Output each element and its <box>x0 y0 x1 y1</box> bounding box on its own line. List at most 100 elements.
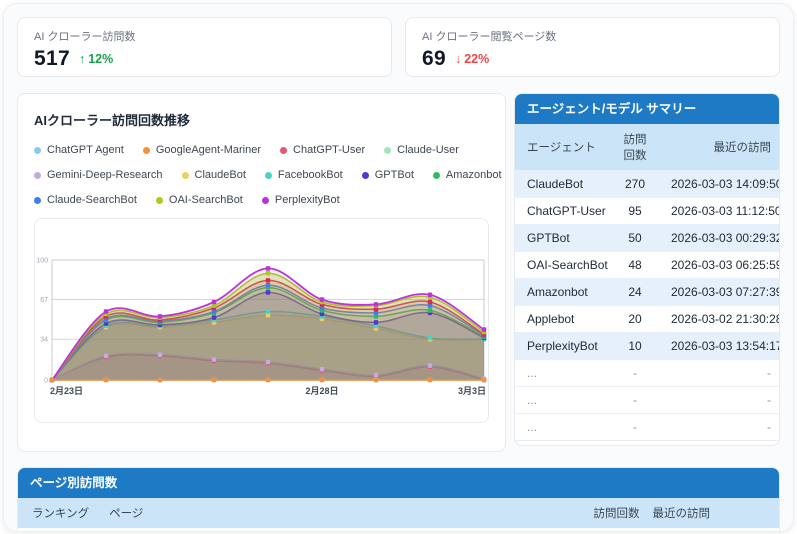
table-row: Amazonbot 24 2026-03-03 07:27:39 <box>515 278 779 306</box>
chart-title: AIクローラー訪問回数推移 <box>34 113 191 128</box>
agent-table-footer: 7 モデル 前へ 1/1 次へ <box>515 440 779 445</box>
col-header-last-visit: 最近の訪問 <box>652 508 711 520</box>
pagination: 前へ 1/1 次へ <box>647 444 767 445</box>
legend-label: PerplexityBot <box>274 194 340 206</box>
visit-count: - <box>611 359 659 387</box>
pages-table-columns: ランキング ページ 訪問回数 最近の訪問 <box>18 498 779 528</box>
legend-item[interactable]: ChatGPT Agent <box>34 144 124 156</box>
legend-label: ChatGPT-User <box>293 144 366 156</box>
col-header-last-visit: 最近の訪問 <box>659 124 779 171</box>
agent-name: ... <box>515 359 611 387</box>
visit-count: 270 <box>611 170 659 198</box>
last-visit: 2026-03-03 13:54:17 <box>659 332 779 360</box>
main-row: AIクローラー訪問回数推移 ChatGPT Agent GoogleAgent-M… <box>17 93 780 452</box>
pages-visits-header: ページ別訪問数 <box>18 468 779 498</box>
legend-item[interactable]: GPTBot <box>361 169 414 181</box>
legend-label: Amazonbot <box>445 169 502 181</box>
legend-item[interactable]: Gemini-Deep-Research <box>34 169 163 181</box>
legend-dot-icon <box>264 171 272 179</box>
visit-count: 48 <box>611 251 659 279</box>
svg-text:0: 0 <box>44 378 48 385</box>
stat-delta-value: 22% <box>464 52 490 66</box>
legend-item[interactable]: Claude-SearchBot <box>34 194 137 206</box>
legend-label: Claude-User <box>397 144 459 156</box>
pages-table-row <box>18 528 779 531</box>
table-row: GPTBot 50 2026-03-03 00:29:32 <box>515 224 779 252</box>
table-row: Applebot 20 2026-03-02 21:30:28 <box>515 305 779 333</box>
last-visit: - <box>659 359 779 387</box>
col-header-ranking: ランキング <box>32 508 90 520</box>
col-header-page: ページ <box>109 508 144 520</box>
stat-label: AI クローラー訪問数 <box>34 31 136 43</box>
visit-count: 10 <box>611 332 659 360</box>
legend-dot-icon <box>34 146 41 154</box>
legend-label: GoogleAgent-Mariner <box>155 144 262 156</box>
table-row: ChatGPT-User 95 2026-03-03 11:12:50 <box>515 197 779 225</box>
legend-label: ChatGPT Agent <box>47 144 124 156</box>
legend-dot-icon <box>432 171 440 179</box>
legend-item[interactable]: Claude-User <box>384 144 459 156</box>
legend-item[interactable]: PerplexityBot <box>261 194 340 206</box>
agent-name: Amazonbot <box>515 278 611 306</box>
visit-count: 20 <box>611 305 659 333</box>
stat-card-crawler-visits: AI クローラー訪問数 517 ↑ 12% <box>17 17 392 77</box>
agent-summary-header: エージェント/モデル サマリー <box>515 94 779 124</box>
legend-dot-icon <box>142 146 150 154</box>
arrow-up-icon: ↑ <box>78 52 86 66</box>
legend-label: Gemini-Deep-Research <box>47 169 163 181</box>
col-header-visits: 訪問回数 <box>593 508 640 520</box>
table-row: ... - - <box>515 359 779 387</box>
agent-name: PerplexityBot <box>515 332 611 360</box>
svg-text:34: 34 <box>40 337 48 344</box>
legend-item[interactable]: ClaudeBot <box>181 169 246 181</box>
table-row: ... - - <box>515 386 779 414</box>
next-page-button[interactable]: 次へ <box>723 444 767 445</box>
agent-name: OAI-SearchBot <box>515 251 611 279</box>
last-visit: - <box>659 386 779 414</box>
stats-row: AI クローラー訪問数 517 ↑ 12% AI クローラー閲覧ページ数 69 ↓… <box>17 17 780 77</box>
chart-legend: ChatGPT Agent GoogleAgent-Mariner ChatGPT-… <box>34 144 577 206</box>
table-row: PerplexityBot 10 2026-03-03 13:54:17 <box>515 332 779 360</box>
legend-dot-icon <box>280 146 288 154</box>
legend-item[interactable]: GoogleAgent-Mariner <box>142 144 262 156</box>
last-visit: 2026-03-03 00:29:32 <box>659 224 779 252</box>
legend-item[interactable]: ChatGPT-User <box>280 144 365 156</box>
visit-count: - <box>611 386 659 414</box>
last-visit: 2026-03-02 21:30:28 <box>659 305 779 333</box>
svg-text:2月28日: 2月28日 <box>305 386 338 396</box>
legend-label: OAI-SearchBot <box>168 194 243 206</box>
last-visit: 2026-03-03 07:27:39 <box>659 278 779 306</box>
visit-count: 95 <box>611 197 659 225</box>
legend-label: GPTBot <box>374 169 414 181</box>
col-header-visits: 訪問回数 <box>611 124 659 171</box>
table-row: OAI-SearchBot 48 2026-03-03 06:25:59 <box>515 251 779 279</box>
table-row: ... - - <box>515 413 779 440</box>
legend-dot-icon <box>384 146 392 154</box>
legend-dot-icon <box>261 196 269 204</box>
legend-item[interactable]: FacebookBot <box>264 169 343 181</box>
svg-text:2月23日: 2月23日 <box>50 386 83 396</box>
legend-item[interactable]: OAI-SearchBot <box>155 194 243 206</box>
stat-delta: ↑ 12% <box>79 52 113 66</box>
prev-page-button[interactable]: 前へ <box>647 444 691 445</box>
agent-table: エージェント 訪問回数 最近の訪問 ClaudeBot 270 2026-03-03… <box>515 124 779 440</box>
stat-label: AI クローラー閲覧ページ数 <box>422 31 557 43</box>
agent-name: ... <box>515 386 611 414</box>
svg-text:100: 100 <box>36 258 48 265</box>
visits-trend-chart: 0 34 67 100 2月23日 2月28日 3月3日 <box>36 258 487 396</box>
legend-dot-icon <box>155 196 163 204</box>
visit-count: - <box>611 413 659 440</box>
agent-name: ClaudeBot <box>515 170 611 198</box>
agent-name: GPTBot <box>515 224 611 252</box>
agent-name: Applebot <box>515 305 611 333</box>
legend-item[interactable]: Amazonbot <box>432 169 502 181</box>
arrow-down-icon: ↓ <box>454 52 462 66</box>
stat-value: 517 <box>34 47 70 70</box>
legend-dot-icon <box>34 196 41 204</box>
svg-text:67: 67 <box>40 297 48 304</box>
stat-delta: ↓ 22% <box>455 52 489 66</box>
legend-label: FacebookBot <box>277 169 343 181</box>
visit-count: 24 <box>611 278 659 306</box>
stat-value: 69 <box>422 47 446 70</box>
agent-name: ... <box>515 413 611 440</box>
